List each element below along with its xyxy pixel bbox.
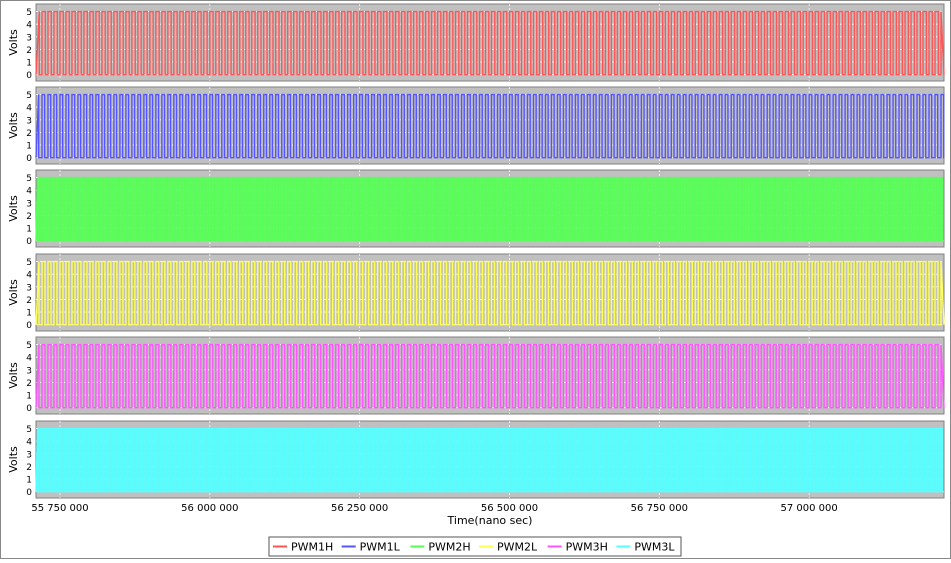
x-tick-label-56500000: 56 500 000 (481, 503, 538, 514)
x-tick-label-56250000: 56 250 000 (331, 503, 388, 514)
y-tick-label-pwm3l-0: 0 (26, 488, 32, 498)
legend-label-pwm1l: PWM1L (360, 541, 401, 554)
x-tick-label-57000000: 57 000 000 (781, 503, 838, 514)
y-tick-label-pwm1l-0: 0 (26, 154, 32, 164)
x-tick-label-56750000: 56 750 000 (631, 503, 688, 514)
y-tick-label-pwm3l-4: 4 (26, 438, 32, 448)
legend-label-pwm2l: PWM2L (497, 541, 538, 554)
y-axis-label-pwm2h: Volts (7, 195, 20, 222)
y-tick-label-pwm1h-3: 3 (26, 33, 32, 43)
y-tick-label-pwm1l-4: 4 (26, 104, 32, 114)
y-tick-label-pwm3l-1: 1 (26, 476, 32, 486)
series-line-pwm3l (35, 427, 944, 493)
y-tick-label-pwm2h-5: 5 (26, 174, 32, 184)
y-tick-label-pwm3h-5: 5 (26, 341, 32, 351)
y-tick-label-pwm3l-5: 5 (26, 425, 32, 435)
legend-label-pwm2h: PWM2H (428, 541, 470, 554)
y-tick-label-pwm3l-3: 3 (26, 450, 32, 460)
x-tick-label-56000000: 56 000 000 (181, 503, 238, 514)
y-tick-label-pwm1h-2: 2 (26, 46, 32, 56)
y-axis-label-pwm1h: Volts (7, 29, 20, 56)
y-tick-label-pwm2l-0: 0 (26, 321, 32, 331)
legend-label-pwm1h: PWM1H (291, 541, 333, 554)
plot-panel-pwm3h (35, 336, 945, 415)
legend-label-pwm3h: PWM3H (566, 541, 608, 554)
y-axis-label-pwm3h: Volts (7, 362, 20, 389)
y-tick-label-pwm1h-1: 1 (26, 59, 32, 69)
y-tick-label-pwm3h-0: 0 (26, 404, 32, 414)
y-tick-label-pwm2l-2: 2 (26, 296, 32, 306)
y-tick-label-pwm2l-3: 3 (26, 283, 32, 293)
y-tick-label-pwm3h-1: 1 (26, 392, 32, 402)
series-line-pwm3h (35, 343, 945, 409)
y-tick-label-pwm1l-5: 5 (26, 91, 32, 101)
y-axis-label-pwm2l: Volts (7, 279, 20, 306)
y-tick-label-pwm2l-4: 4 (26, 271, 32, 281)
y-tick-label-pwm2l-5: 5 (26, 258, 32, 268)
y-tick-label-pwm2h-0: 0 (26, 237, 32, 247)
legend-label-pwm3l: PWM3L (634, 541, 675, 554)
y-tick-label-pwm1l-2: 2 (26, 129, 32, 139)
y-tick-label-pwm1l-1: 1 (26, 142, 32, 152)
y-tick-label-pwm1h-5: 5 (26, 8, 32, 18)
y-tick-label-pwm2h-4: 4 (26, 187, 32, 197)
series-line-pwm1l (35, 93, 945, 159)
y-tick-label-pwm3h-4: 4 (26, 354, 32, 364)
y-tick-label-pwm1h-4: 4 (26, 21, 32, 31)
series-line-pwm1h (35, 10, 945, 76)
x-axis-label: Time(nano sec) (447, 514, 533, 527)
y-tick-label-pwm3l-2: 2 (26, 463, 32, 473)
y-tick-label-pwm2h-3: 3 (26, 199, 32, 209)
series-line-pwm2l (35, 260, 945, 326)
y-tick-label-pwm3h-2: 2 (26, 379, 32, 389)
x-tick-label-55750000: 55 750 000 (31, 503, 88, 514)
series-line-pwm2h (35, 176, 944, 242)
y-axis-label-pwm1l: Volts (7, 112, 20, 139)
legend-box (268, 536, 682, 557)
y-tick-label-pwm1l-3: 3 (26, 116, 32, 126)
plot-panel-pwm2l (35, 253, 945, 332)
y-tick-label-pwm2h-2: 2 (26, 212, 32, 222)
y-tick-label-pwm3h-3: 3 (26, 366, 32, 376)
plot-panel-pwm1l (35, 86, 945, 165)
y-tick-label-pwm2l-1: 1 (26, 309, 32, 319)
plot-panel-pwm1h (35, 3, 945, 82)
y-tick-label-pwm2h-1: 1 (26, 225, 32, 235)
y-tick-label-pwm1h-0: 0 (26, 71, 32, 81)
y-axis-label-pwm3l: Volts (7, 446, 20, 473)
